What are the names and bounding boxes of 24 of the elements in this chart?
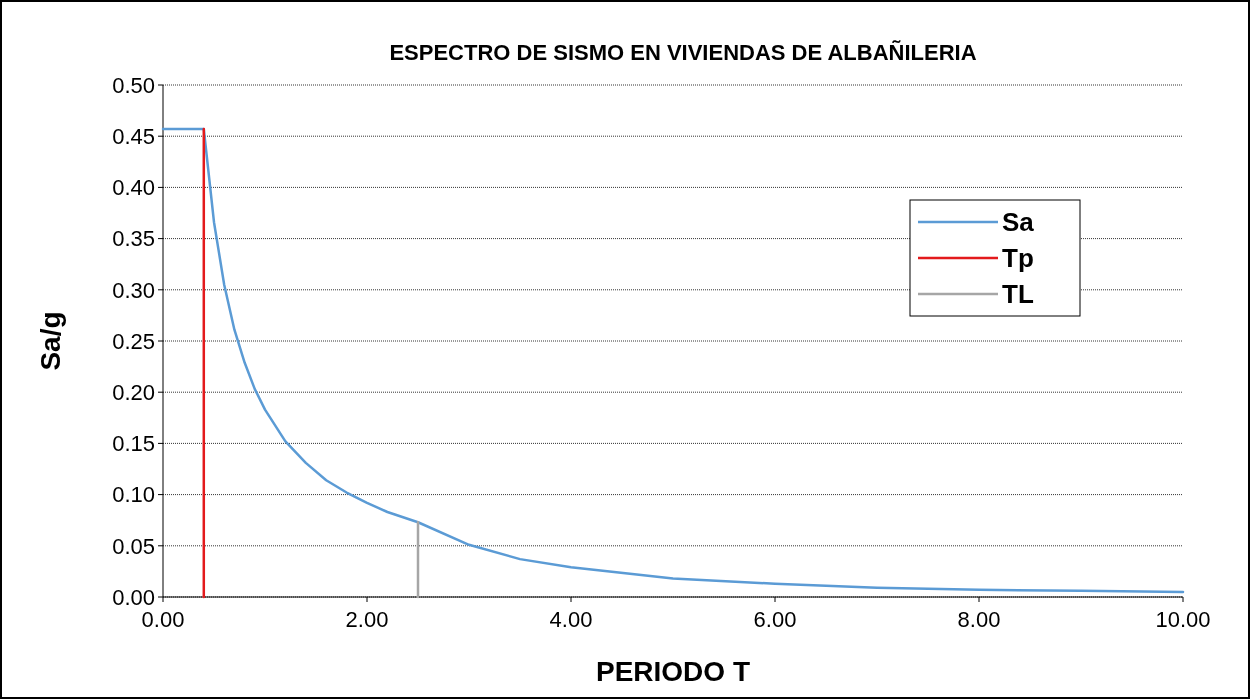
y-tick-label: 0.20 [112,379,155,405]
y-tick-label: 0.25 [112,328,155,354]
y-tick-label: 0.50 [112,72,155,98]
y-tick-label: 0.35 [112,226,155,252]
x-tick-label: 0.00 [141,607,185,632]
line-series [161,127,1185,594]
y-tick-label: 0.40 [112,175,155,201]
chart-title: ESPECTRO DE SISMO EN VIVIENDAS DE ALBAÑILERIA [389,40,977,65]
y-tick-label: 0.10 [112,482,155,508]
y-tick-label: 0.45 [112,123,155,149]
legend-label: TL [1002,279,1034,310]
x-tick-label: 8.00 [957,607,1001,632]
legend-label: Sa [1002,207,1035,238]
x-tick-label: 10.00 [1155,607,1211,632]
y-tick-label: 0.05 [112,533,155,559]
x-tick-label: 6.00 [753,607,797,632]
x-tick-label: 2.00 [345,607,389,632]
y-tick-label: 0.00 [112,584,155,610]
y-tick-label: 0.30 [112,277,155,303]
x-axis-title: PERIODO T [595,656,751,687]
y-axis-title: Sa/g [35,311,66,371]
x-tick-label: 4.00 [549,607,593,632]
y-tick-label: 0.15 [112,431,155,457]
legend-label: Tp [1002,243,1034,274]
